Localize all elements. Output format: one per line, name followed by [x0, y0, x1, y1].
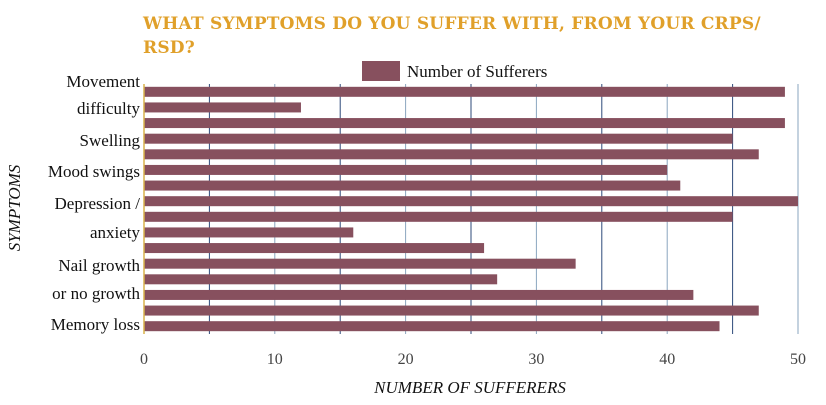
bar: [144, 196, 798, 207]
bar: [144, 164, 668, 175]
y-axis-title: SYMPTOMS: [5, 164, 24, 251]
legend-swatch: [362, 61, 400, 81]
x-axis-title: NUMBER OF SUFFERERS: [373, 378, 566, 397]
legend: Number of Sufferers: [362, 61, 547, 81]
category-label: Depression /: [55, 194, 141, 213]
bar: [144, 86, 785, 97]
bar: [144, 211, 733, 222]
x-tick-label: 40: [659, 351, 675, 368]
bar: [144, 274, 498, 285]
category-label: Mood swings: [48, 162, 140, 181]
bar: [144, 227, 354, 238]
category-label: difficulty: [77, 99, 140, 118]
chart-title: WHAT SYMPTOMS DO YOU SUFFER WITH, FROM Y…: [143, 14, 761, 58]
x-tick-labels: 0 10 20 30 40 50: [140, 351, 806, 368]
x-tick-label: 50: [790, 351, 806, 368]
bar: [144, 305, 759, 316]
category-labels: Movement difficulty Swelling Mood swings Dep…: [48, 72, 141, 334]
bar: [144, 180, 681, 191]
bar: [144, 321, 720, 332]
bar: [144, 258, 576, 269]
x-tick-label: 30: [528, 351, 544, 368]
category-label: Nail growth: [58, 256, 140, 275]
legend-label: Number of Sufferers: [407, 62, 547, 81]
x-tick-label: 20: [398, 351, 414, 368]
category-label: Memory loss: [51, 315, 140, 334]
category-label: Swelling: [80, 131, 141, 150]
category-label: or no growth: [52, 284, 140, 303]
x-tick-label: 0: [140, 351, 148, 368]
bar: [144, 149, 759, 160]
category-label: anxiety: [90, 223, 141, 242]
bar: [144, 102, 301, 113]
bar: [144, 289, 694, 300]
bar: [144, 243, 485, 254]
bars: [144, 86, 798, 332]
x-tick-label: 10: [267, 351, 283, 368]
bar: [144, 133, 733, 144]
category-label: Movement: [66, 72, 140, 91]
bar: [144, 118, 785, 129]
